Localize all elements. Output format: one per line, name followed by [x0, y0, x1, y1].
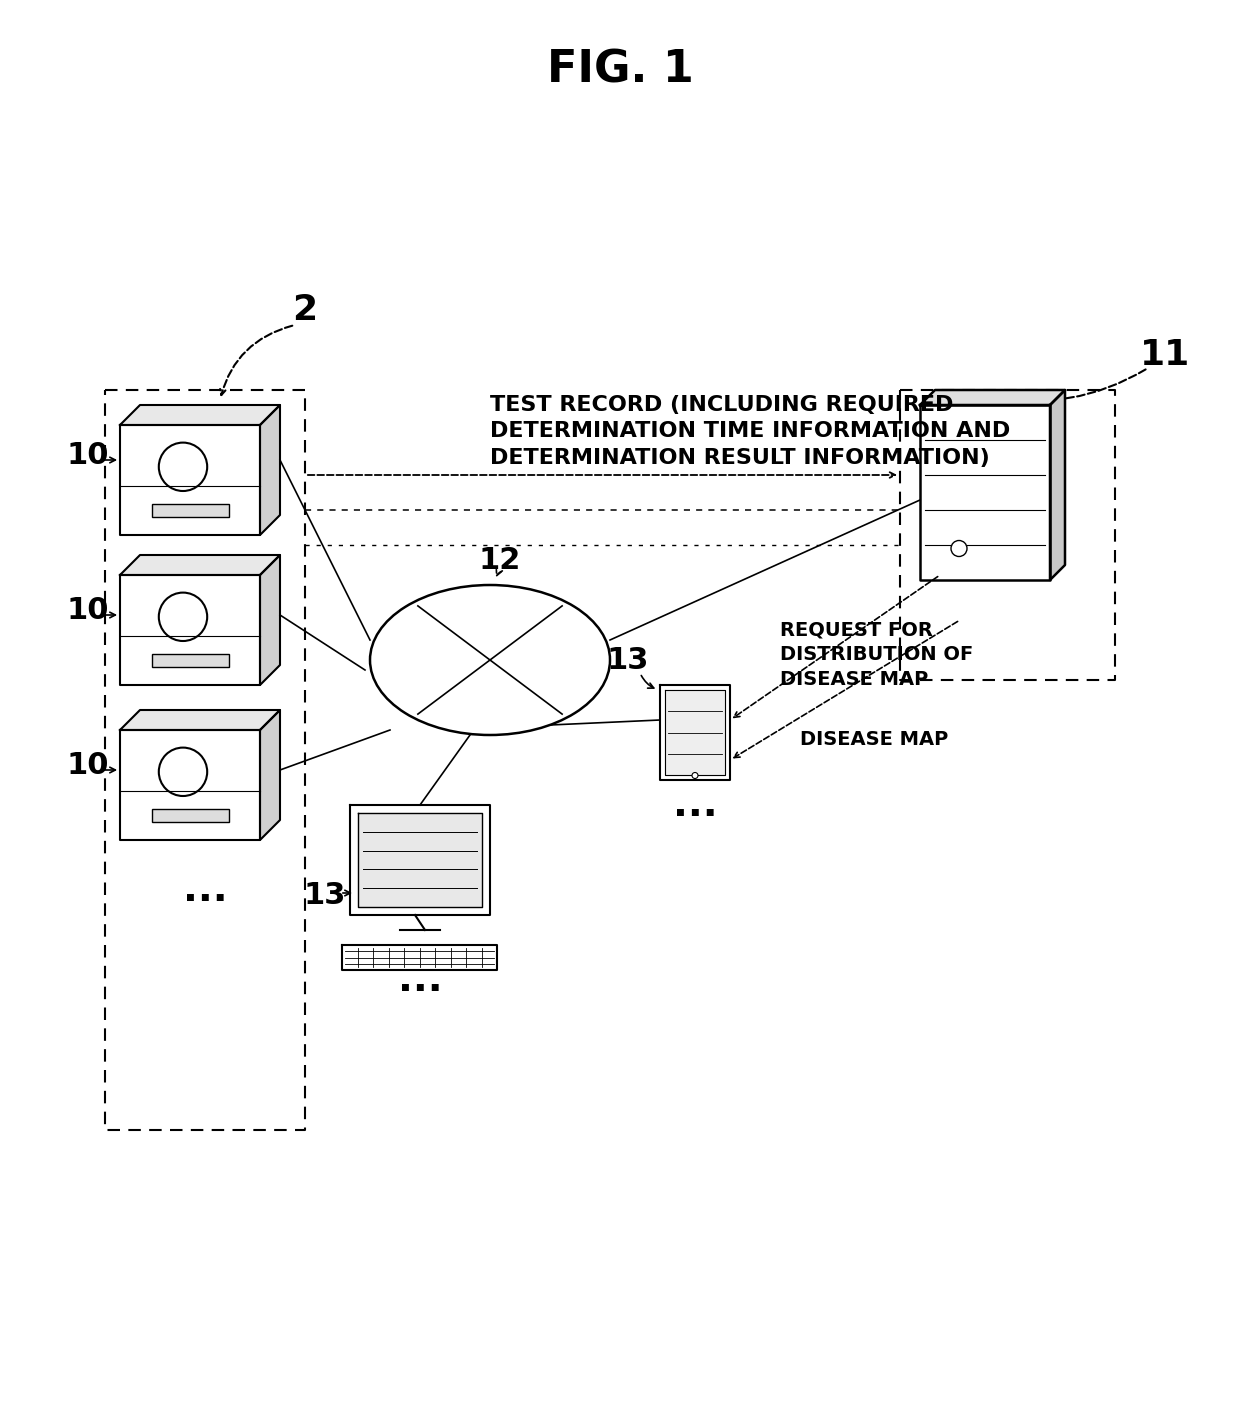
Polygon shape — [660, 685, 730, 780]
Text: 10: 10 — [67, 441, 109, 470]
Polygon shape — [120, 710, 280, 730]
Circle shape — [692, 773, 698, 779]
Bar — [151, 810, 228, 822]
Text: 10: 10 — [67, 751, 109, 780]
Polygon shape — [120, 556, 280, 575]
Text: 10: 10 — [67, 595, 109, 624]
Text: 2: 2 — [293, 293, 317, 327]
Ellipse shape — [370, 585, 610, 735]
Polygon shape — [1050, 390, 1065, 579]
Polygon shape — [358, 812, 482, 906]
Polygon shape — [260, 710, 280, 840]
Polygon shape — [260, 405, 280, 535]
Text: FIG. 1: FIG. 1 — [547, 49, 693, 91]
Polygon shape — [260, 556, 280, 685]
Text: 12: 12 — [479, 546, 521, 574]
Text: ...: ... — [672, 786, 717, 824]
Bar — [151, 504, 228, 518]
Circle shape — [159, 748, 207, 796]
Text: ...: ... — [398, 961, 443, 999]
Text: 13: 13 — [606, 645, 650, 675]
Text: TEST RECORD (INCLUDING REQUIRED
DETERMINATION TIME INFORMATION AND
DETERMINATION: TEST RECORD (INCLUDING REQUIRED DETERMIN… — [490, 396, 1011, 467]
Circle shape — [159, 592, 207, 641]
Circle shape — [159, 442, 207, 491]
Polygon shape — [920, 390, 1065, 405]
Polygon shape — [665, 690, 725, 774]
Text: 11: 11 — [1140, 338, 1190, 372]
Polygon shape — [350, 805, 490, 915]
Text: REQUEST FOR
DISTRIBUTION OF
DISEASE MAP: REQUEST FOR DISTRIBUTION OF DISEASE MAP — [780, 620, 973, 689]
Polygon shape — [120, 405, 280, 425]
Polygon shape — [920, 405, 1050, 579]
Bar — [151, 654, 228, 668]
Text: DISEASE MAP: DISEASE MAP — [800, 730, 949, 749]
Text: 13: 13 — [304, 881, 346, 909]
Text: ...: ... — [182, 871, 227, 909]
Circle shape — [951, 540, 967, 557]
